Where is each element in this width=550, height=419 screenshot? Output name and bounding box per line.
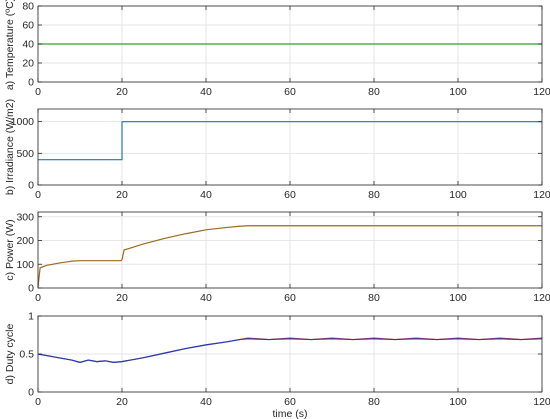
x-tick-label: 20 [116, 292, 128, 304]
y-tick-label: 1 [28, 311, 34, 323]
x-tick-label: 100 [449, 86, 467, 98]
y-tick-label: 20 [22, 58, 34, 70]
x-tick-label: 80 [368, 86, 380, 98]
x-tick-label: 100 [449, 396, 467, 408]
x-tick-label: 60 [284, 86, 296, 98]
x-tick-label: 120 [533, 396, 550, 408]
y-tick-label: 0 [28, 180, 34, 192]
series-line [37, 338, 543, 363]
x-tick-label: 40 [200, 396, 212, 408]
y-tick-label: 100 [16, 259, 34, 271]
x-tick-label: 60 [284, 292, 296, 304]
y-tick-label: 0 [28, 77, 34, 89]
series-line [37, 225, 542, 287]
x-tick-label: 60 [284, 396, 296, 408]
x-tick-label: 0 [35, 189, 41, 201]
x-tick-label: 120 [533, 189, 550, 201]
y-tick-label: 0 [28, 387, 34, 399]
y-axis-label: b) Irradiance (W/m2) [4, 99, 16, 195]
y-tick-label: 1000 [11, 116, 35, 128]
x-tick-label: 0 [35, 292, 41, 304]
x-axis-label: time (s) [273, 408, 308, 419]
x-tick-label: 120 [533, 292, 550, 304]
x-tick-label: 20 [116, 86, 128, 98]
x-tick-label: 0 [35, 86, 41, 98]
x-tick-label: 40 [200, 189, 212, 201]
x-tick-label: 60 [284, 189, 296, 201]
x-tick-label: 120 [533, 86, 550, 98]
y-tick-label: 80 [22, 1, 34, 13]
series-line [38, 121, 542, 161]
y-axis-label: a) Temperature (ºC) [4, 0, 16, 90]
y-tick-label: 40 [22, 39, 34, 51]
x-tick-label: 80 [368, 292, 380, 304]
chart-panel-1: 0 20 40 60 80 100 120 0 20 40 60 80 a) Temperature (… [4, 0, 550, 98]
x-tick-label: 40 [200, 86, 212, 98]
x-tick-label: 20 [116, 396, 128, 408]
x-tick-label: 20 [116, 189, 128, 201]
y-tick-label: 200 [16, 235, 34, 247]
y-tick-label: 0.5 [19, 349, 34, 361]
y-tick-label: 0 [28, 283, 34, 295]
y-tick-label: 500 [16, 148, 34, 160]
x-tick-label: 100 [449, 189, 467, 201]
y-axis-label: c) Power (W) [4, 219, 16, 280]
chart-panel-4: 0 20 40 60 80 100 120 0 0.5 1 d) Duty cycle time (s… [4, 311, 550, 419]
y-tick-label: 300 [16, 211, 34, 223]
x-tick-label: 80 [368, 396, 380, 408]
x-tick-label: 100 [449, 292, 467, 304]
x-tick-label: 80 [368, 189, 380, 201]
y-axis-label: d) Duty cycle [4, 324, 16, 385]
x-tick-label: 0 [35, 396, 41, 408]
x-tick-label: 40 [200, 292, 212, 304]
y-tick-label: 60 [22, 20, 34, 32]
